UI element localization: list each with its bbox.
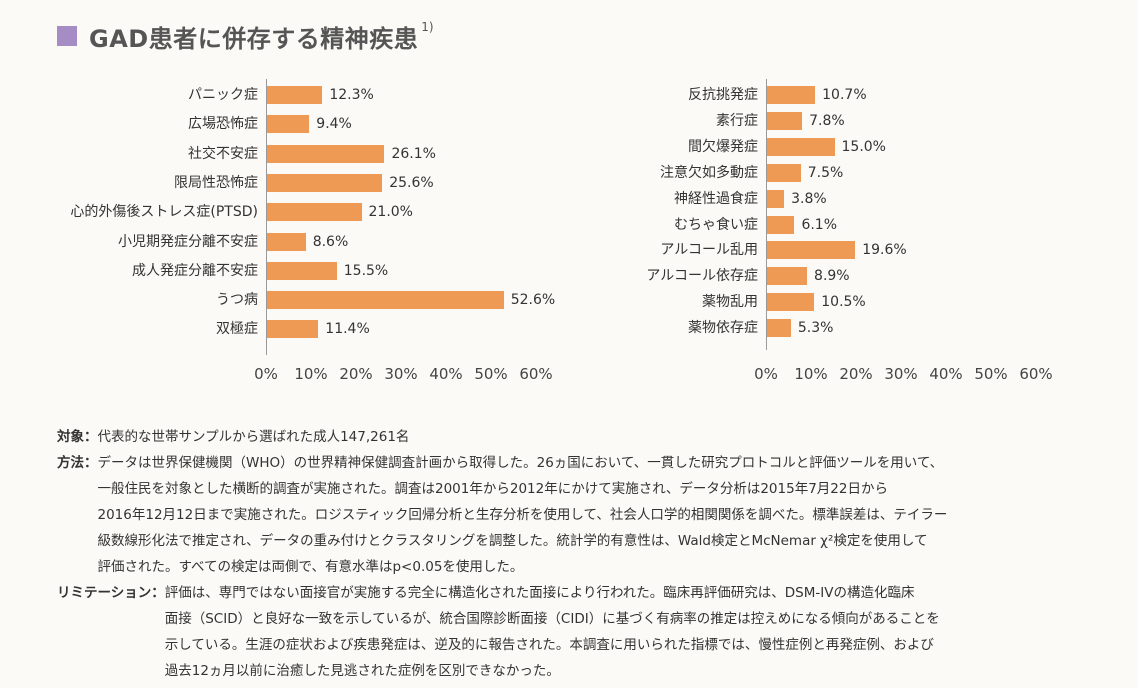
x-tick-label: 50% (974, 365, 1008, 383)
data-label: 10.7% (822, 87, 867, 103)
title-reference-superscript: 1) (421, 20, 434, 34)
category-label: 心的外傷後ストレス症(PTSD) (70, 204, 258, 221)
data-label: 8.6% (312, 233, 349, 250)
bar (767, 267, 808, 286)
note-term-target: 対象： (57, 429, 98, 445)
note-target: 対象： 代表的な世帯サンプルから選ばれた成人147,261名 (57, 424, 1117, 450)
x-tick-label: 10% (294, 365, 328, 383)
bar (267, 232, 306, 251)
category-label: 素行症 (716, 112, 758, 129)
x-tick-label: 20% (839, 365, 873, 383)
bar (267, 86, 323, 104)
page-title: GAD患者に併存する精神疾患 (89, 24, 419, 53)
x-tick-label: 0% (754, 365, 778, 383)
chart-behavioral-substance-disorders: 反抗挑発症 10.7% 素行症 7.8% 間欠爆発症 15.0% 注意欠如多動症 7.5% 神経… (560, 79, 1120, 395)
note-body-method: データは世界保健機関（WHO）の世界精神保健調査計画から取得した。26ヵ国におい… (98, 450, 1118, 580)
bar (767, 215, 795, 234)
note-line: 過去12ヵ月以前に治癒した見逃された症例を区別できなかった。 (164, 663, 560, 679)
category-label: 社交不安症 (188, 145, 258, 162)
category-label: うつ病 (216, 292, 258, 309)
data-label: 7.5% (807, 164, 844, 181)
data-label: 25.6% (389, 174, 434, 191)
bar (767, 241, 856, 260)
bar (767, 137, 835, 156)
category-label: パニック症 (188, 87, 258, 103)
data-label: 7.8% (809, 112, 845, 129)
category-label: 注意欠如多動症 (660, 164, 758, 181)
data-label: 19.6% (862, 242, 907, 259)
bar (267, 144, 385, 163)
header: GAD患者に併存する精神疾患 1) (57, 16, 434, 56)
category-label: 反抗挑発症 (688, 87, 758, 103)
data-label: 52.6% (510, 292, 556, 309)
bar (267, 203, 362, 222)
title-marker-square (57, 26, 77, 46)
note-line: 級数線形化法で推定され、データの重み付けとクラスタリングを調整した。統計学的有意… (97, 533, 928, 549)
note-body-target: 代表的な世帯サンプルから選ばれた成人147,261名 (98, 424, 1118, 450)
bar (767, 111, 803, 130)
x-tick-label: 20% (339, 365, 373, 383)
x-tick-label: 50% (474, 365, 508, 383)
data-label: 5.3% (797, 320, 834, 337)
note-limitation: リミテーション： 評価は、専門ではない面接官が実施する完全に構造化された面接によ… (57, 580, 1117, 684)
bar (267, 291, 504, 310)
study-notes: 対象： 代表的な世帯サンプルから選ばれた成人147,261名 方法： データは世… (57, 424, 1117, 684)
bar (267, 115, 310, 134)
category-label: 広場恐怖症 (188, 116, 258, 133)
x-tick-label: 30% (884, 365, 918, 383)
x-tick-label: 0% (254, 365, 278, 383)
bar (767, 189, 785, 208)
note-line: 評価された。すべての検定は両側で、有意水準はp<0.05を使用した。 (97, 559, 524, 575)
y-axis-line (266, 79, 267, 355)
category-label: 薬物乱用 (702, 294, 758, 311)
x-tick-label: 40% (429, 365, 463, 383)
bar (767, 163, 801, 182)
note-line: 評価は、専門ではない面接官が実施する完全に構造化された面接により行われた。臨床再… (164, 585, 915, 601)
category-label: 双極症 (216, 321, 258, 338)
x-tick-label: 40% (929, 365, 963, 383)
note-line: 2016年12月12日まで実施された。ロジスティック回帰分析と生存分析を使用して… (97, 507, 948, 523)
data-label: 15.5% (343, 262, 389, 279)
chart-anxiety-mood-disorders: パニック症 12.3% 広場恐怖症 9.4% 社交不安症 26.1% 限局性恐怖症 25.6%… (50, 79, 590, 395)
category-label: 成人発症分離不安症 (132, 262, 258, 279)
data-label: 3.8% (791, 190, 827, 207)
data-label: 9.4% (316, 116, 352, 133)
note-line: 代表的な世帯サンプルから選ばれた成人147,261名 (97, 429, 410, 445)
bar (767, 319, 791, 338)
note-method: 方法： データは世界保健機関（WHO）の世界精神保健調査計画から取得した。26ヵ… (57, 450, 1117, 580)
note-line: 一般住民を対象とした横断的調査が実施された。調査は2001年から2012年にかけ… (97, 481, 888, 497)
bar (267, 173, 383, 192)
bar (767, 86, 816, 104)
category-label: 限局性恐怖症 (174, 174, 258, 191)
note-line: データは世界保健機関（WHO）の世界精神保健調査計画から取得した。26ヵ国におい… (97, 455, 944, 471)
category-label: 薬物依存症 (688, 320, 758, 337)
data-label: 8.9% (814, 268, 850, 285)
note-line: 示している。生涯の症状および疾患発症は、逆及的に報告された。本調査に用いられた指… (164, 637, 934, 653)
x-tick-label: 60% (519, 365, 553, 383)
x-tick-label: 30% (384, 365, 418, 383)
category-label: 小児期発症分離不安症 (118, 233, 258, 250)
data-label: 26.1% (391, 145, 436, 162)
category-label: 間欠爆発症 (688, 138, 758, 155)
data-label: 11.4% (325, 321, 370, 338)
data-label: 6.1% (801, 216, 838, 233)
bar (267, 320, 319, 339)
data-label: 15.0% (841, 138, 886, 155)
category-label: アルコール依存症 (646, 268, 758, 285)
bar (767, 293, 815, 312)
note-term-limitation: リミテーション： (57, 585, 165, 601)
x-tick-label: 10% (794, 365, 828, 383)
note-term-method: 方法： (57, 455, 98, 471)
data-label: 10.5% (821, 294, 866, 311)
category-label: むちゃ食い症 (674, 216, 758, 233)
x-tick-label: 60% (1019, 365, 1053, 383)
y-axis-line (766, 79, 767, 350)
bar (267, 261, 337, 280)
category-label: 神経性過食症 (674, 190, 758, 207)
data-label: 12.3% (329, 87, 374, 103)
note-body-limitation: 評価は、専門ではない面接官が実施する完全に構造化された面接により行われた。臨床再… (165, 580, 1117, 684)
data-label: 21.0% (368, 204, 413, 221)
category-label: アルコール乱用 (660, 242, 758, 259)
note-line: 面接（SCID）と良好な一致を示しているが、統合国際診断面接（CIDI）に基づく… (164, 611, 940, 627)
